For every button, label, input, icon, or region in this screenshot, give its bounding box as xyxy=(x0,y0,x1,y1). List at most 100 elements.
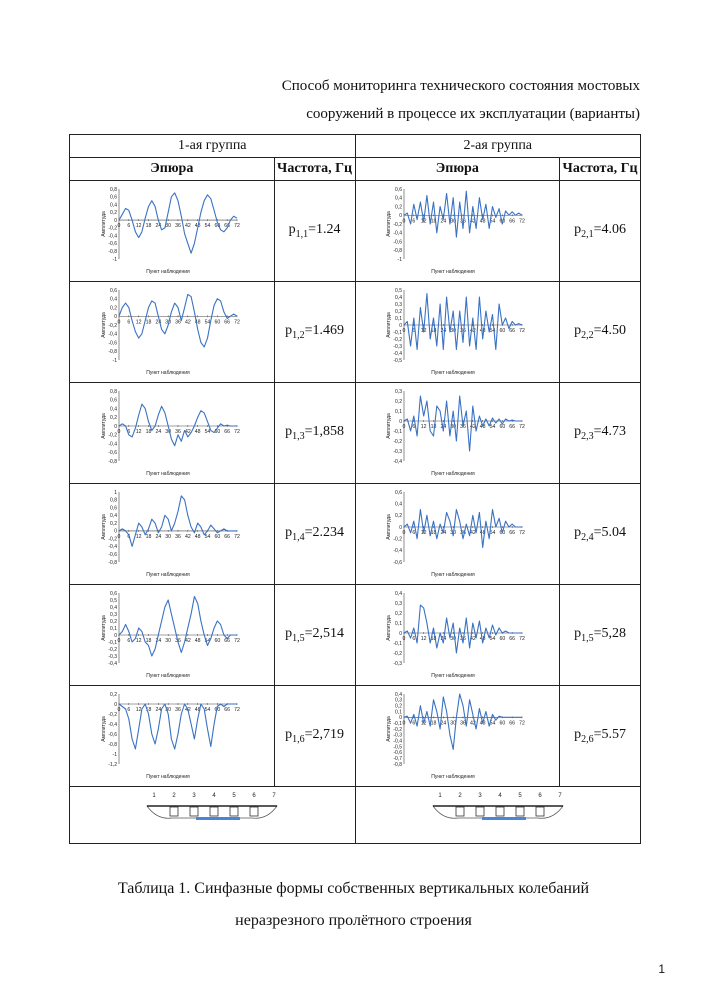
x-axis-label: Пункт наблюдения xyxy=(432,269,476,275)
mode-chart-group1: 0,20-0,2-0,4-0,6-0,8-1-1,20 6 12 18 24 30 36 42… xyxy=(101,692,240,780)
x-tick-label: 42 xyxy=(470,424,476,430)
x-tick-label: 30 xyxy=(451,218,457,224)
mode-chart-group1: 10,80,60,40,20-0,2-0,4-0,6-0,80 6 12 18 24 30… xyxy=(101,490,240,578)
x-tick-label: 36 xyxy=(175,429,181,435)
mode-chart-group2: 0,40,30,20,10-0,1-0,2-0,30 6 12 18 24 30 36 42 4… xyxy=(386,591,525,679)
x-tick-label: 18 xyxy=(431,720,437,726)
x-tick-label: 42 xyxy=(185,223,191,229)
y-tick-label: -0,8 xyxy=(108,249,117,255)
x-tick-label: 48 xyxy=(480,424,486,430)
col-freq-left: Частота, Гц xyxy=(273,157,356,181)
x-tick-label: 30 xyxy=(165,534,171,540)
x-tick-label: 42 xyxy=(470,530,476,536)
x-tick-label: 72 xyxy=(234,319,240,325)
y-tick-label: -0,7 xyxy=(394,756,403,762)
y-tick-label: 0,1 xyxy=(395,316,402,322)
support-number: 4 xyxy=(213,793,217,799)
x-tick-label: 6 xyxy=(413,328,416,334)
support-number: 6 xyxy=(538,793,542,799)
y-tick-label: -0,1 xyxy=(394,330,403,336)
x-tick-label: 24 xyxy=(155,429,161,435)
y-tick-label: 0,6 xyxy=(110,195,117,201)
x-tick-label: 18 xyxy=(145,319,151,325)
y-tick-label: 0 xyxy=(114,529,117,535)
bridge-pier xyxy=(169,806,179,816)
x-tick-label: 12 xyxy=(136,707,142,713)
frequency-group1: p1,5=2,514 xyxy=(273,584,356,686)
x-tick-label: 36 xyxy=(175,534,181,540)
y-tick-label: 0,4 xyxy=(110,605,117,611)
x-axis-label: Пункт наблюдения xyxy=(432,774,476,780)
bridge-scheme-cell-right: 1 2 3 4 5 6 7 xyxy=(354,786,641,844)
y-tick-label: 0,4 xyxy=(110,513,117,519)
y-tick-label: 0,2 xyxy=(110,305,117,311)
bridge-scheme-group2: 1 2 3 4 5 6 7 xyxy=(432,793,564,820)
y-tick-label: -0,8 xyxy=(108,742,117,748)
x-tick-label: 42 xyxy=(185,638,191,644)
x-tick-label: 66 xyxy=(224,223,230,229)
mode-shape-curve xyxy=(404,395,523,452)
frequency-group1: p1,4=2.234 xyxy=(273,483,356,585)
x-tick-label: 72 xyxy=(234,534,240,540)
y-tick-label: -0,3 xyxy=(394,661,403,667)
y-axis-label: Амплитуда xyxy=(386,211,392,237)
x-tick-label: 30 xyxy=(451,636,457,642)
x-tick-label: 18 xyxy=(431,328,437,334)
y-axis-label: Амплитуда xyxy=(386,413,392,439)
y-tick-label: 0,2 xyxy=(110,619,117,625)
x-tick-label: 42 xyxy=(470,636,476,642)
x-tick-label: 60 xyxy=(214,319,220,325)
mode-shape-curve xyxy=(118,703,237,750)
diagram-cell-left: 0,6 0,4 0,2 0 -0,2 -0,4 -0,6 -0,8 -1 0 6 12 18 24 30 36… xyxy=(69,281,275,383)
y-tick-label: 0,1 xyxy=(395,621,402,627)
y-tick-label: 0,2 xyxy=(395,309,402,315)
y-tick-label: 1 xyxy=(114,490,117,496)
x-tick-label: 72 xyxy=(519,720,525,726)
support-number: 7 xyxy=(558,793,562,799)
water-body xyxy=(196,816,241,820)
diagram-cell-left: 1 0,8 0,6 0,4 0,2 0 -0,2 -0,4 -0,6 -0,8 0 6 12 18 24 30… xyxy=(69,483,275,585)
y-tick-label: -0,8 xyxy=(394,762,403,768)
y-tick-label: 0 xyxy=(114,702,117,708)
x-tick-label: 6 xyxy=(127,638,130,644)
y-tick-label: 0,6 xyxy=(110,288,117,294)
table-row: 0,6 0,5 0,4 0,3 0,2 0,1 0 -0,1 -0,2 -0,3 -0,4 0 6 12 1… xyxy=(69,584,641,686)
x-tick-label: 66 xyxy=(224,429,230,435)
y-tick-label: 0,8 xyxy=(110,187,117,193)
y-tick-label: -1,2 xyxy=(108,762,117,768)
diagram-cell-left: 0,8 0,6 0,4 0,2 0 -0,2 -0,4 -0,6 -0,8 -1 0 6 12 18 24 3… xyxy=(69,180,275,282)
x-tick-label: 72 xyxy=(234,429,240,435)
y-tick-label: 0,2 xyxy=(110,415,117,421)
y-tick-label: 0 xyxy=(114,218,117,224)
x-tick-label: 48 xyxy=(195,638,201,644)
y-tick-label: 0,8 xyxy=(110,389,117,395)
y-tick-label: -0,2 xyxy=(394,337,403,343)
y-tick-label: -0,1 xyxy=(394,429,403,435)
x-tick-label: 66 xyxy=(510,636,516,642)
x-tick-label: 42 xyxy=(470,218,476,224)
x-tick-label: 42 xyxy=(185,319,191,325)
y-tick-label: 0,2 xyxy=(110,210,117,216)
y-tick-label: -0,4 xyxy=(108,661,117,667)
x-tick-label: 0 xyxy=(403,328,406,334)
diagram-cell-left: 0,2 0 -0,2 -0,4 -0,6 -0,8 -1 -1,2 0 6 12 18 24 30 36 42… xyxy=(69,685,275,787)
frequency-group2: p2,1=4.06 xyxy=(559,180,641,282)
frequency-group2: p1,5=5,28 xyxy=(559,584,641,686)
y-tick-label: 0,2 xyxy=(110,692,117,698)
x-tick-label: 12 xyxy=(421,636,427,642)
y-tick-label: 0 xyxy=(400,419,403,425)
mode-chart-group1: 0,60,40,20-0,2-0,4-0,6-0,8-10 6 12 18 24 30 36… xyxy=(101,288,240,376)
y-tick-label: 0 xyxy=(114,424,117,430)
y-tick-label: 0,8 xyxy=(110,498,117,504)
y-tick-label: 0,5 xyxy=(395,288,402,294)
x-tick-label: 12 xyxy=(136,638,142,644)
y-tick-label: -0,2 xyxy=(108,323,117,329)
x-tick-label: 66 xyxy=(224,319,230,325)
x-tick-label: 12 xyxy=(136,429,142,435)
y-tick-label: 0 xyxy=(114,633,117,639)
x-tick-label: 42 xyxy=(470,720,476,726)
y-tick-label: 0,3 xyxy=(395,601,402,607)
y-tick-label: 0,2 xyxy=(395,204,402,210)
x-tick-label: 24 xyxy=(441,218,447,224)
y-tick-label: 0,4 xyxy=(395,591,402,597)
